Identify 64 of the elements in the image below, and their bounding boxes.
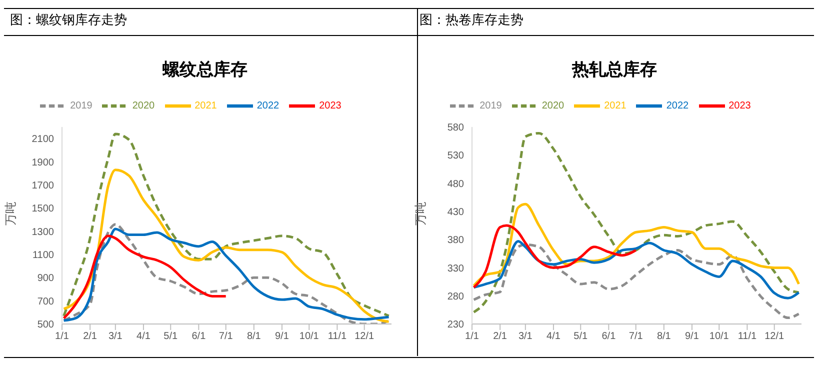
legend-label: 2021 (194, 100, 217, 112)
y-tick-label: 900 (37, 273, 54, 284)
y-tick-label: 330 (446, 263, 464, 274)
y-tick-label: 580 (446, 122, 464, 134)
x-tick-label: 12/1 (764, 331, 784, 342)
legend-label: 2019 (70, 100, 92, 112)
y-tick-label: 1100 (32, 250, 54, 262)
x-tick-label: 8/1 (656, 331, 671, 342)
line-series (472, 224, 637, 289)
legend-label: 2023 (319, 100, 342, 112)
x-tick-label: 6/1 (192, 331, 206, 342)
y-tick-label: 1900 (32, 157, 54, 168)
x-tick-label: 3/1 (518, 331, 532, 342)
y-tick-label: 1500 (32, 204, 54, 215)
chart-subtitle: 图：螺纹钢库存走势 (10, 11, 127, 29)
x-tick-label: 7/1 (628, 331, 643, 342)
y-tick-label: 280 (446, 291, 464, 302)
y-axis-title: 万吨 (3, 202, 18, 226)
x-tick-label: 9/1 (684, 331, 699, 342)
legend-label: 2023 (728, 100, 751, 112)
x-tick-label: 2/1 (492, 331, 507, 342)
y-tick-label: 530 (446, 150, 464, 162)
legend-label: 2019 (480, 100, 502, 112)
x-tick-label: 4/1 (136, 331, 151, 342)
y-tick-label: 380 (446, 235, 464, 246)
x-tick-label: 4/1 (546, 331, 560, 342)
y-tick-label: 2100 (32, 134, 54, 146)
line-series (62, 234, 228, 320)
x-tick-label: 10/1 (708, 331, 729, 342)
y-tick-label: 480 (446, 178, 464, 190)
x-tick-label: 7/1 (218, 331, 234, 342)
x-tick-label: 9/1 (275, 331, 290, 342)
x-tick-label: 12/1 (354, 331, 375, 342)
x-tick-label: 3/1 (108, 331, 123, 342)
chart-title: 螺纹总库存 (161, 59, 248, 81)
legend-label: 2022 (666, 100, 689, 112)
x-tick-label: 5/1 (164, 331, 178, 342)
y-tick-label: 230 (446, 320, 464, 331)
x-tick-label: 10/1 (299, 331, 320, 342)
y-tick-label: 1300 (32, 226, 54, 238)
y-tick-label: 700 (37, 296, 54, 308)
legend-label: 2020 (132, 100, 155, 112)
legend-label: 2021 (604, 100, 626, 112)
x-tick-label: 8/1 (246, 331, 262, 342)
y-tick-label: 500 (37, 320, 54, 331)
chart-title: 热轧总库存 (570, 59, 658, 81)
line-series (472, 240, 800, 300)
chart-subtitle: 图：热卷库存走势 (420, 11, 524, 29)
x-tick-label: 11/1 (328, 331, 347, 342)
y-tick-label: 1700 (32, 180, 54, 192)
x-tick-label: 1/1 (55, 331, 70, 342)
y-axis-title: 万吨 (412, 202, 427, 226)
legend-label: 2022 (256, 100, 280, 112)
x-tick-label: 11/1 (737, 331, 756, 342)
line-series (472, 132, 800, 314)
line-series (472, 243, 800, 320)
y-tick-label: 430 (446, 206, 464, 218)
x-tick-label: 5/1 (573, 331, 588, 342)
x-tick-label: 2/1 (83, 331, 98, 342)
line-series (62, 132, 390, 318)
x-tick-label: 1/1 (464, 331, 479, 342)
line-series (472, 202, 800, 287)
x-tick-label: 6/1 (601, 331, 616, 342)
legend-label: 2020 (542, 100, 564, 112)
